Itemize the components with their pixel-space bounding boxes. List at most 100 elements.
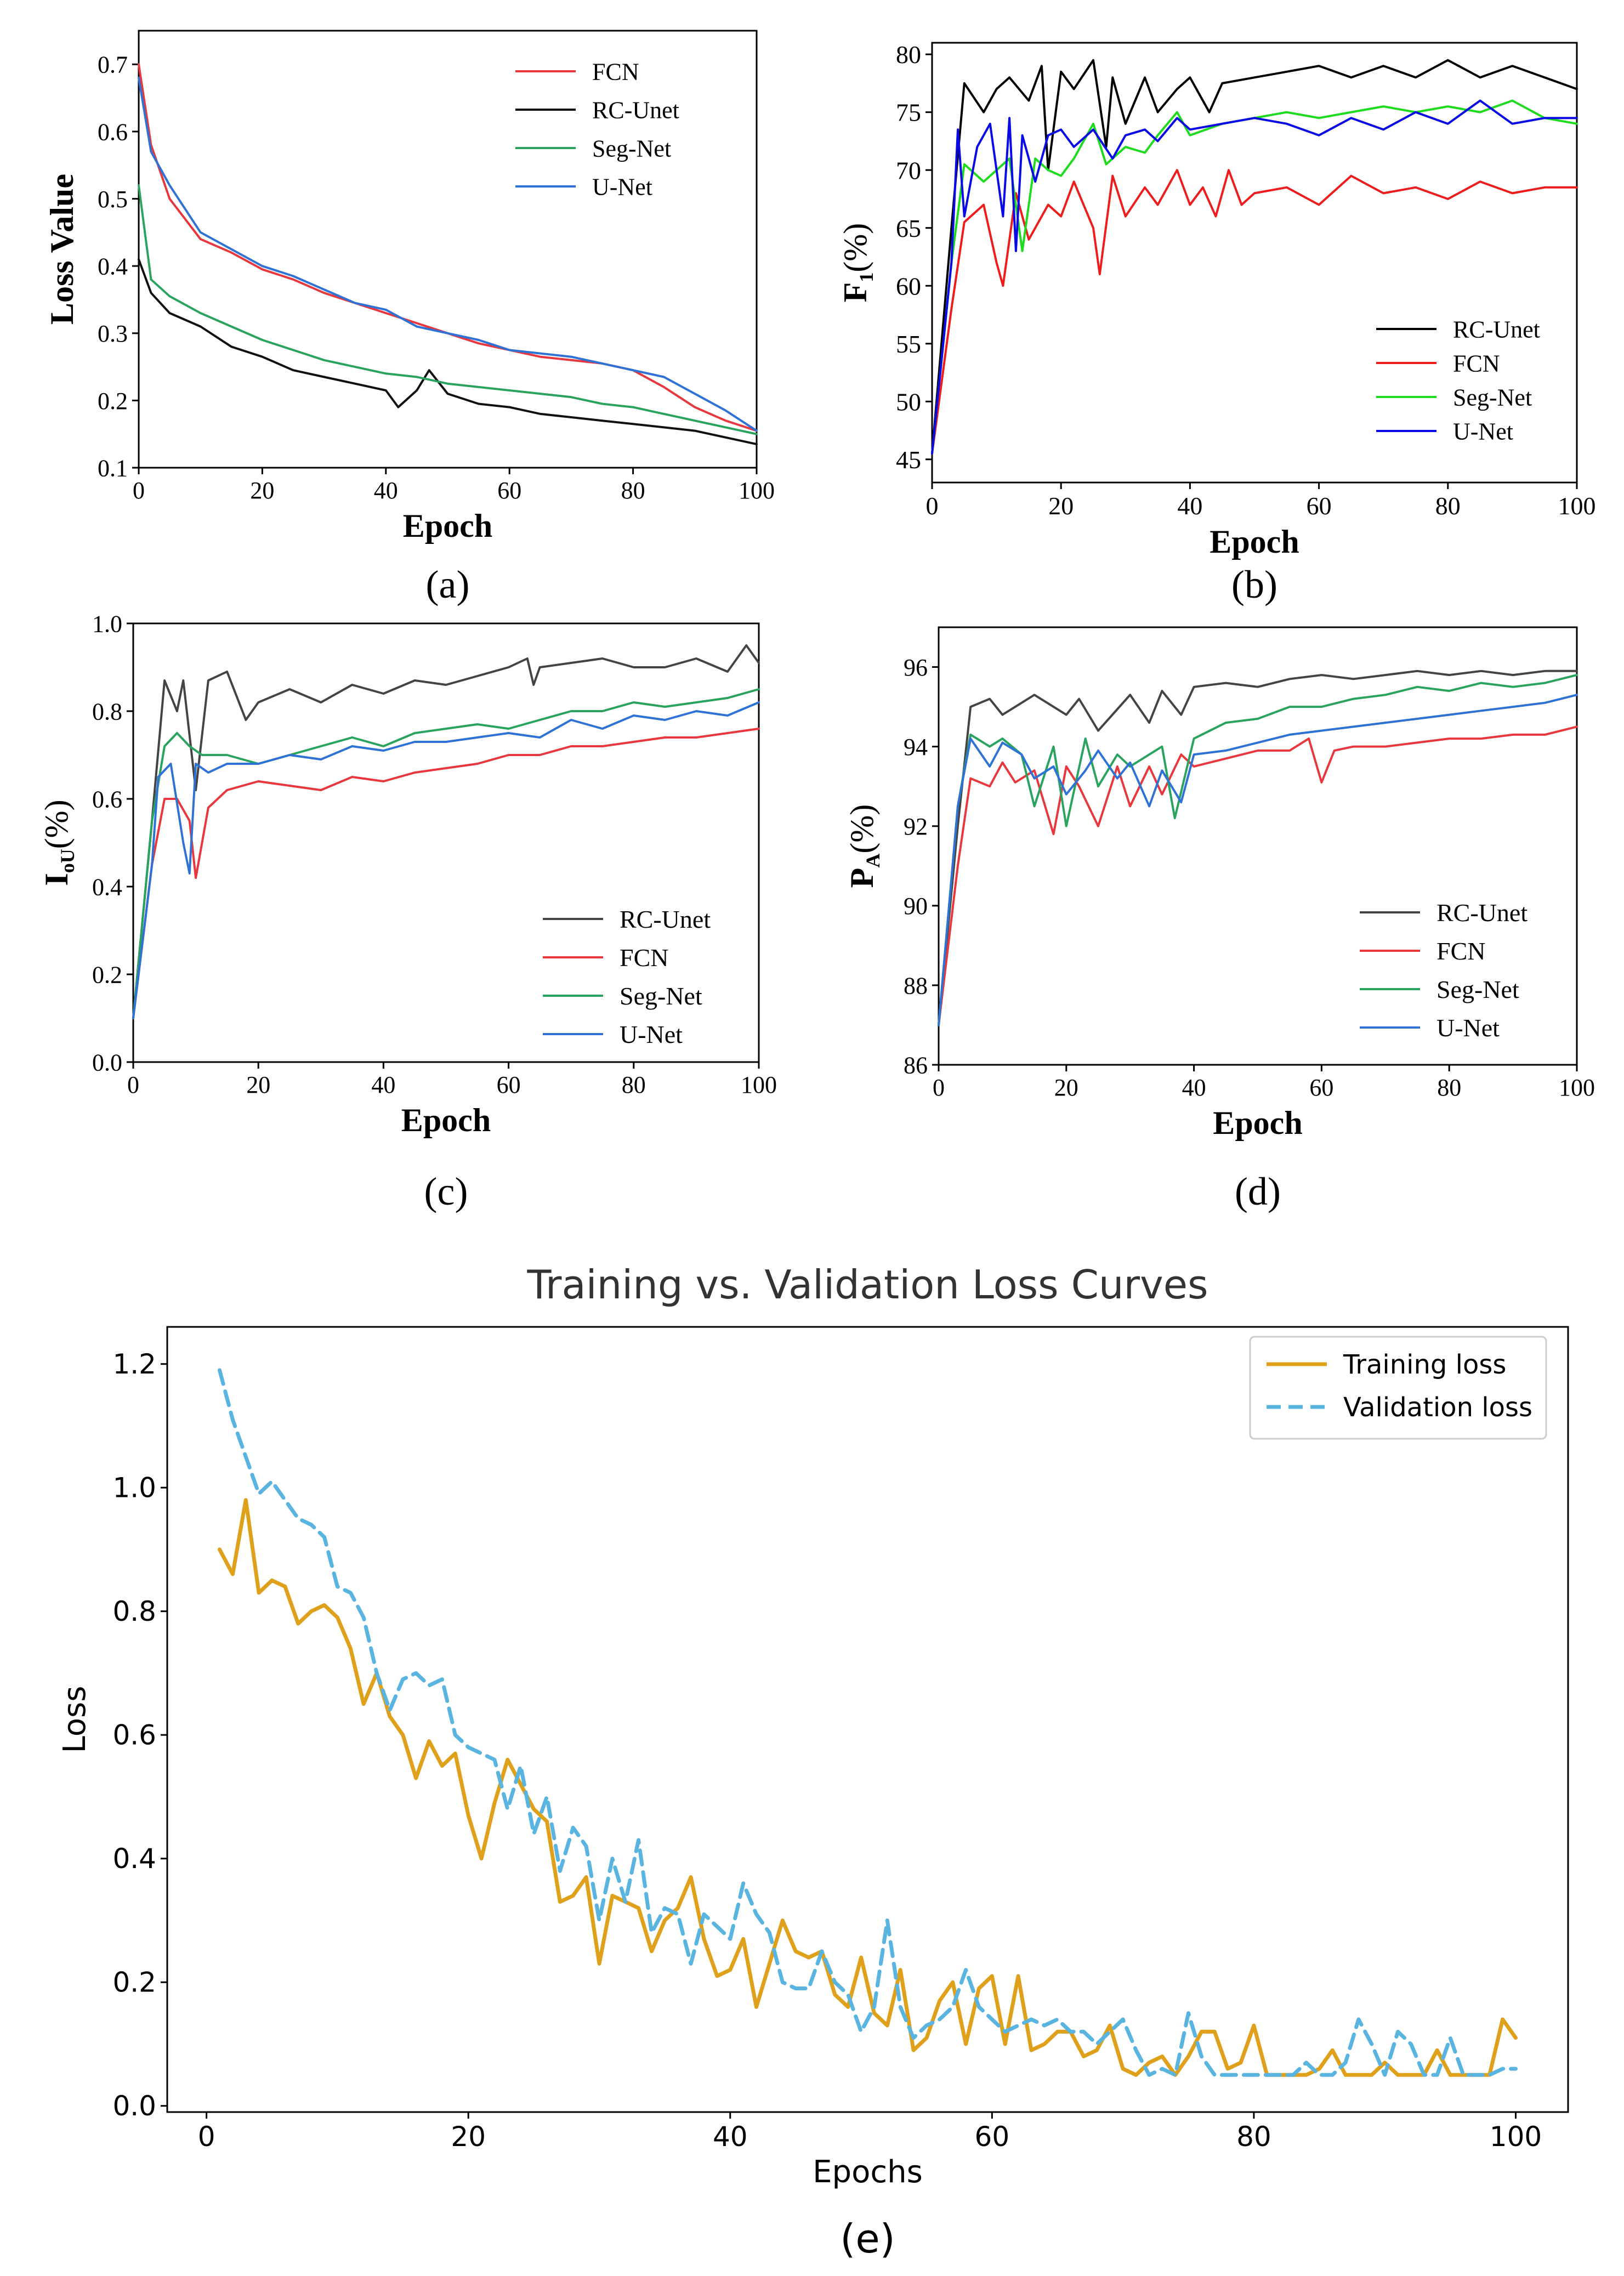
series-line-fcn [931,169,1578,455]
plot-frame [138,30,758,469]
chart-panel-3: 0 20 40 60 80 100 0.0 0.2 0.4 0.6 0.8 1.0 Epoch IoU(%… [38,610,777,1213]
x-tick-label: 0 [127,1071,139,1098]
series-line-rc-unet [138,258,758,446]
chart-panel-5: 0 20 40 60 80 100 0.0 0.2 0.4 0.6 0.8 1.0 1.2 Epochs L… [57,1262,1569,2262]
legend-label: U-Net [1453,418,1513,445]
x-tick-label: 60 [497,1071,521,1098]
series-line-validation-loss [218,1368,1518,2077]
y-axis-label-main: I [38,873,75,886]
series-line-u-net [938,694,1578,1026]
y-tick-label: 0.2 [98,388,128,415]
chart-panel-1: 0 20 40 60 80 100 0.1 0.2 0.3 0.4 0.5 0.6 0.7 Epoch Lo… [44,30,775,606]
y-tick-label: 0.6 [98,118,128,145]
x-tick-label: 100 [1558,492,1596,520]
y-tick-label: 1.2 [112,1348,156,1380]
y-tick-label: 60 [896,272,921,300]
x-tick-label: 20 [1048,492,1074,520]
y-tick-label: 0.4 [112,1843,156,1875]
legend-label: Seg-Net [592,135,671,162]
y-tick-label: 0.8 [92,698,122,725]
y-tick-label: 75 [896,99,921,127]
chart-panel-2: 0 20 40 60 80 100 45 50 55 60 65 70 75 80 Epoch F1(%) RC… [837,41,1596,606]
series-line-fcn [138,63,758,432]
series-line-rc-unet [938,669,1578,1026]
x-tick-label: 100 [1559,1074,1595,1101]
panel-label: (c) [424,1170,468,1213]
x-tick-label: 100 [741,1071,777,1098]
y-tick-label: 0.8 [112,1596,156,1627]
legend-label: RC-Unet [1453,316,1540,343]
legend-label: Seg-Net [1453,384,1532,411]
series-line-rc-unet [132,644,760,1019]
legend-label: Seg-Net [1436,975,1519,1003]
x-tick-label: 0 [198,2121,215,2153]
x-tick-label: 40 [713,2121,748,2153]
x-tick-label: 20 [451,2121,486,2153]
x-tick-label: 60 [497,477,521,504]
series-line-fcn [938,725,1578,1026]
x-tick-label: 0 [926,492,939,520]
legend-label: FCN [620,944,668,972]
y-axis-label: Loss Value [44,174,80,325]
y-axis-label-unit: (%) [38,799,75,849]
x-tick-label: 80 [1437,1074,1461,1101]
legend-label: Training loss [1343,1349,1506,1380]
panel-label: (e) [840,2216,895,2262]
legend: RC-Unet FCN Seg-Net U-Net [543,905,711,1048]
x-tick-label: 40 [374,477,398,504]
legend: Training loss Validation loss [1249,1336,1547,1440]
legend-label: Seg-Net [620,982,702,1010]
y-axis-label-main: F [837,282,873,303]
y-tick-label: 80 [896,41,921,69]
y-tick-label: 94 [904,734,928,760]
plot-frame [132,622,760,1063]
legend-label: RC-Unet [592,97,679,123]
legend-label: RC-Unet [1436,899,1528,927]
panel-label: (b) [1231,563,1277,606]
legend-label: FCN [592,58,639,85]
chart-panel-4: 0 20 40 60 80 100 86 88 90 92 94 96 Epoch PA(%) RC-Une… [844,626,1595,1213]
y-tick-label: 0.0 [92,1049,122,1076]
legend-label: U-Net [592,173,652,200]
y-tick-label: 0.3 [98,320,128,347]
x-axis-label: Epochs [813,2154,923,2190]
x-tick-label: 60 [975,2121,1010,2153]
y-tick-label: 0.5 [98,186,128,213]
y-tick-label: 92 [904,813,928,840]
y-axis-label-unit: (%) [837,223,873,273]
x-tick-label: 20 [1054,1074,1078,1101]
y-tick-label: 86 [904,1052,928,1079]
chart-title: Training vs. Validation Loss Curves [526,1262,1208,1308]
y-tick-label: 0.4 [98,253,128,280]
x-axis-label: Epoch [403,508,492,544]
x-axis-label: Epoch [1210,524,1299,560]
legend: RC-Unet FCN Seg-Net U-Net [1360,899,1528,1042]
y-tick-label: 0.4 [92,873,122,900]
x-axis-label: Epoch [1213,1105,1302,1141]
series-line-seg-net [138,184,758,435]
x-tick-label: 60 [1307,492,1332,520]
x-tick-label: 60 [1309,1074,1333,1101]
y-axis-label: PA(%) [844,804,884,888]
y-tick-label: 88 [904,972,928,999]
series-line-u-net [138,76,758,432]
y-axis-label: IoU(%) [38,799,78,886]
x-tick-label: 0 [133,477,145,504]
series-line-u-net [132,701,760,1019]
series-line-rc-unet [931,59,1578,455]
y-tick-label: 0.2 [92,961,122,988]
y-tick-label: 70 [896,156,921,184]
y-tick-label: 1.0 [92,610,122,637]
y-tick-label: 65 [896,214,921,242]
legend-label: U-Net [1436,1014,1500,1042]
x-tick-label: 80 [621,477,645,504]
y-tick-label: 96 [904,654,928,681]
legend-label: FCN [1436,937,1485,965]
y-tick-label: 0.6 [112,1719,156,1751]
series-line-seg-net [132,688,760,1019]
legend: RC-Unet FCN Seg-Net U-Net [1376,316,1540,445]
x-tick-label: 20 [246,1071,270,1098]
x-tick-label: 20 [250,477,274,504]
legend: FCN RC-Unet Seg-Net U-Net [515,58,679,200]
